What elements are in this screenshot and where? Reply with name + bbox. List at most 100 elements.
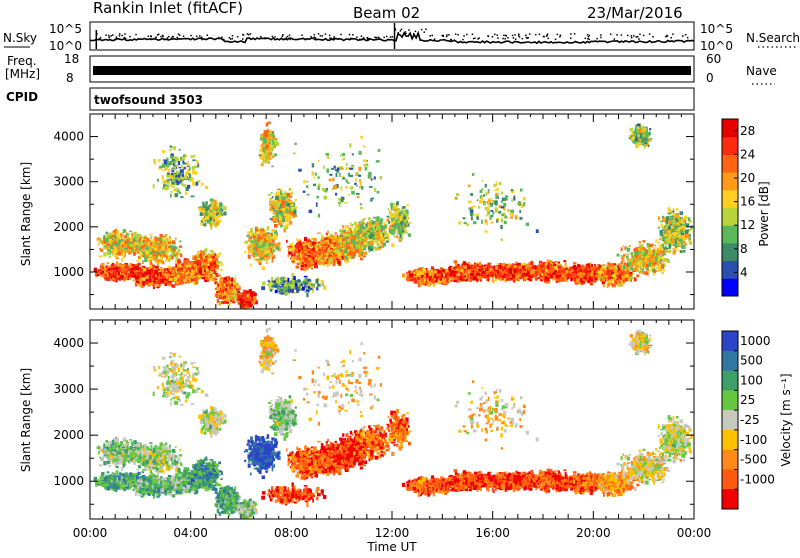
- power-echo-cell: [244, 251, 246, 253]
- power-echo-cell: [133, 240, 135, 241]
- power-echo-cell: [203, 267, 206, 270]
- nsearch-point: [652, 36, 654, 38]
- nsearch-point: [560, 35, 562, 37]
- power-echo-cell: [202, 219, 205, 222]
- power-echo-cell: [248, 255, 251, 259]
- power-echo-cell: [111, 249, 113, 251]
- power-echo-cell: [269, 199, 271, 203]
- nsearch-point: [129, 36, 131, 38]
- power-echo-cell: [268, 194, 272, 196]
- power-echo-cell: [149, 269, 151, 274]
- power-echo-cell: [199, 275, 201, 278]
- power-echo-cell: [144, 248, 146, 249]
- power-echo-cell: [258, 249, 261, 253]
- power-echo-cell: [177, 275, 180, 278]
- noise-tick-bottom-left: 10^0: [49, 39, 82, 53]
- power-echo-cell: [235, 291, 237, 294]
- nsearch-point: [291, 38, 293, 40]
- power-echo-cell: [227, 283, 231, 285]
- nave-tick-bottom: 0: [706, 71, 714, 85]
- power-echo-cell: [115, 277, 119, 280]
- power-echo-cell: [213, 275, 216, 276]
- nsearch-point: [430, 35, 432, 37]
- power-echo-cell: [257, 259, 260, 261]
- power-echo-cell: [113, 275, 116, 278]
- nsearch-point: [528, 37, 530, 39]
- nsearch-point: [401, 29, 403, 31]
- power-echo-cell: [270, 248, 272, 252]
- power-echo-cell: [149, 255, 153, 257]
- power-echo-cell: [226, 302, 229, 304]
- nsearch-point: [349, 34, 351, 36]
- nsearch-point: [392, 36, 394, 38]
- power-echo-cell: [219, 283, 222, 285]
- power-echo-cell: [193, 281, 196, 283]
- power-echo-cell: [275, 247, 279, 250]
- power-echo-cell: [146, 279, 150, 281]
- power-echo-cell: [137, 240, 139, 242]
- nsearch-point: [340, 34, 342, 36]
- power-echo-cell: [147, 240, 150, 242]
- power-echo-cell: [256, 243, 259, 245]
- nsearch-point: [492, 36, 494, 38]
- power-echo-cell: [255, 245, 258, 247]
- power-echo-cell: [107, 277, 111, 281]
- nsearch-point: [124, 37, 126, 39]
- power-echo-cell: [169, 284, 172, 287]
- power-echo-cell: [148, 238, 150, 240]
- power-echo-cell: [230, 300, 232, 302]
- power-echo-cell: [232, 301, 235, 303]
- power-echo-cell: [266, 130, 269, 133]
- power-echo-cell: [263, 144, 265, 147]
- power-echo-cell: [179, 245, 182, 248]
- power-echo-cell: [271, 229, 274, 232]
- power-echo-cell: [245, 298, 247, 301]
- power-echo-cell: [121, 258, 123, 262]
- power-echo-cell: [110, 273, 113, 277]
- power-echo-cell: [146, 246, 149, 250]
- power-echo-cell: [112, 235, 114, 237]
- power-echo-cell: [109, 273, 111, 276]
- freq-label: Freq.: [7, 54, 37, 68]
- power-echo-cell: [141, 240, 143, 244]
- power-echo-cell: [171, 274, 173, 276]
- power-echo-cell: [164, 268, 167, 270]
- nsearch-point: [497, 35, 499, 37]
- power-echo-cell: [222, 284, 224, 288]
- nsearch-point: [261, 37, 263, 39]
- nsearch-point: [242, 38, 244, 40]
- nsearch-label: N.Search: [746, 31, 800, 45]
- power-echo-cell: [204, 259, 207, 261]
- power-echo-cell: [265, 250, 268, 254]
- nsearch-point: [415, 31, 417, 32]
- power-echo-cell: [193, 264, 195, 268]
- power-echo-cell: [134, 248, 136, 249]
- power-echo-cell: [125, 269, 128, 271]
- power-echo-cell: [273, 250, 275, 252]
- power-echo-cell: [234, 277, 236, 281]
- power-echo-cell: [215, 280, 218, 282]
- nsearch-point: [522, 38, 524, 40]
- power-echo-cell: [133, 279, 135, 282]
- nsearch-point: [274, 36, 276, 38]
- nsearch-point: [497, 37, 499, 39]
- nsearch-point: [115, 39, 117, 41]
- nsearch-point: [207, 35, 209, 37]
- power-echo-cell: [264, 238, 266, 241]
- nsearch-point: [614, 38, 616, 40]
- power-echo-cell: [156, 244, 158, 246]
- power-echo-cell: [138, 243, 140, 246]
- power-echo-cell: [157, 240, 160, 242]
- power-echo-cell: [209, 275, 211, 278]
- nsearch-point: [672, 33, 674, 35]
- nsearch-point: [502, 38, 504, 40]
- nsearch-point: [405, 33, 407, 35]
- power-echo-cell: [262, 252, 264, 256]
- power-echo-cell: [207, 270, 209, 272]
- power-echo-cell: [217, 291, 220, 293]
- nsearch-point: [232, 38, 234, 40]
- power-echo-cell: [221, 204, 223, 206]
- nsearch-point: [356, 37, 358, 39]
- power-echo-cell: [208, 263, 210, 266]
- power-echo-cell: [186, 265, 189, 268]
